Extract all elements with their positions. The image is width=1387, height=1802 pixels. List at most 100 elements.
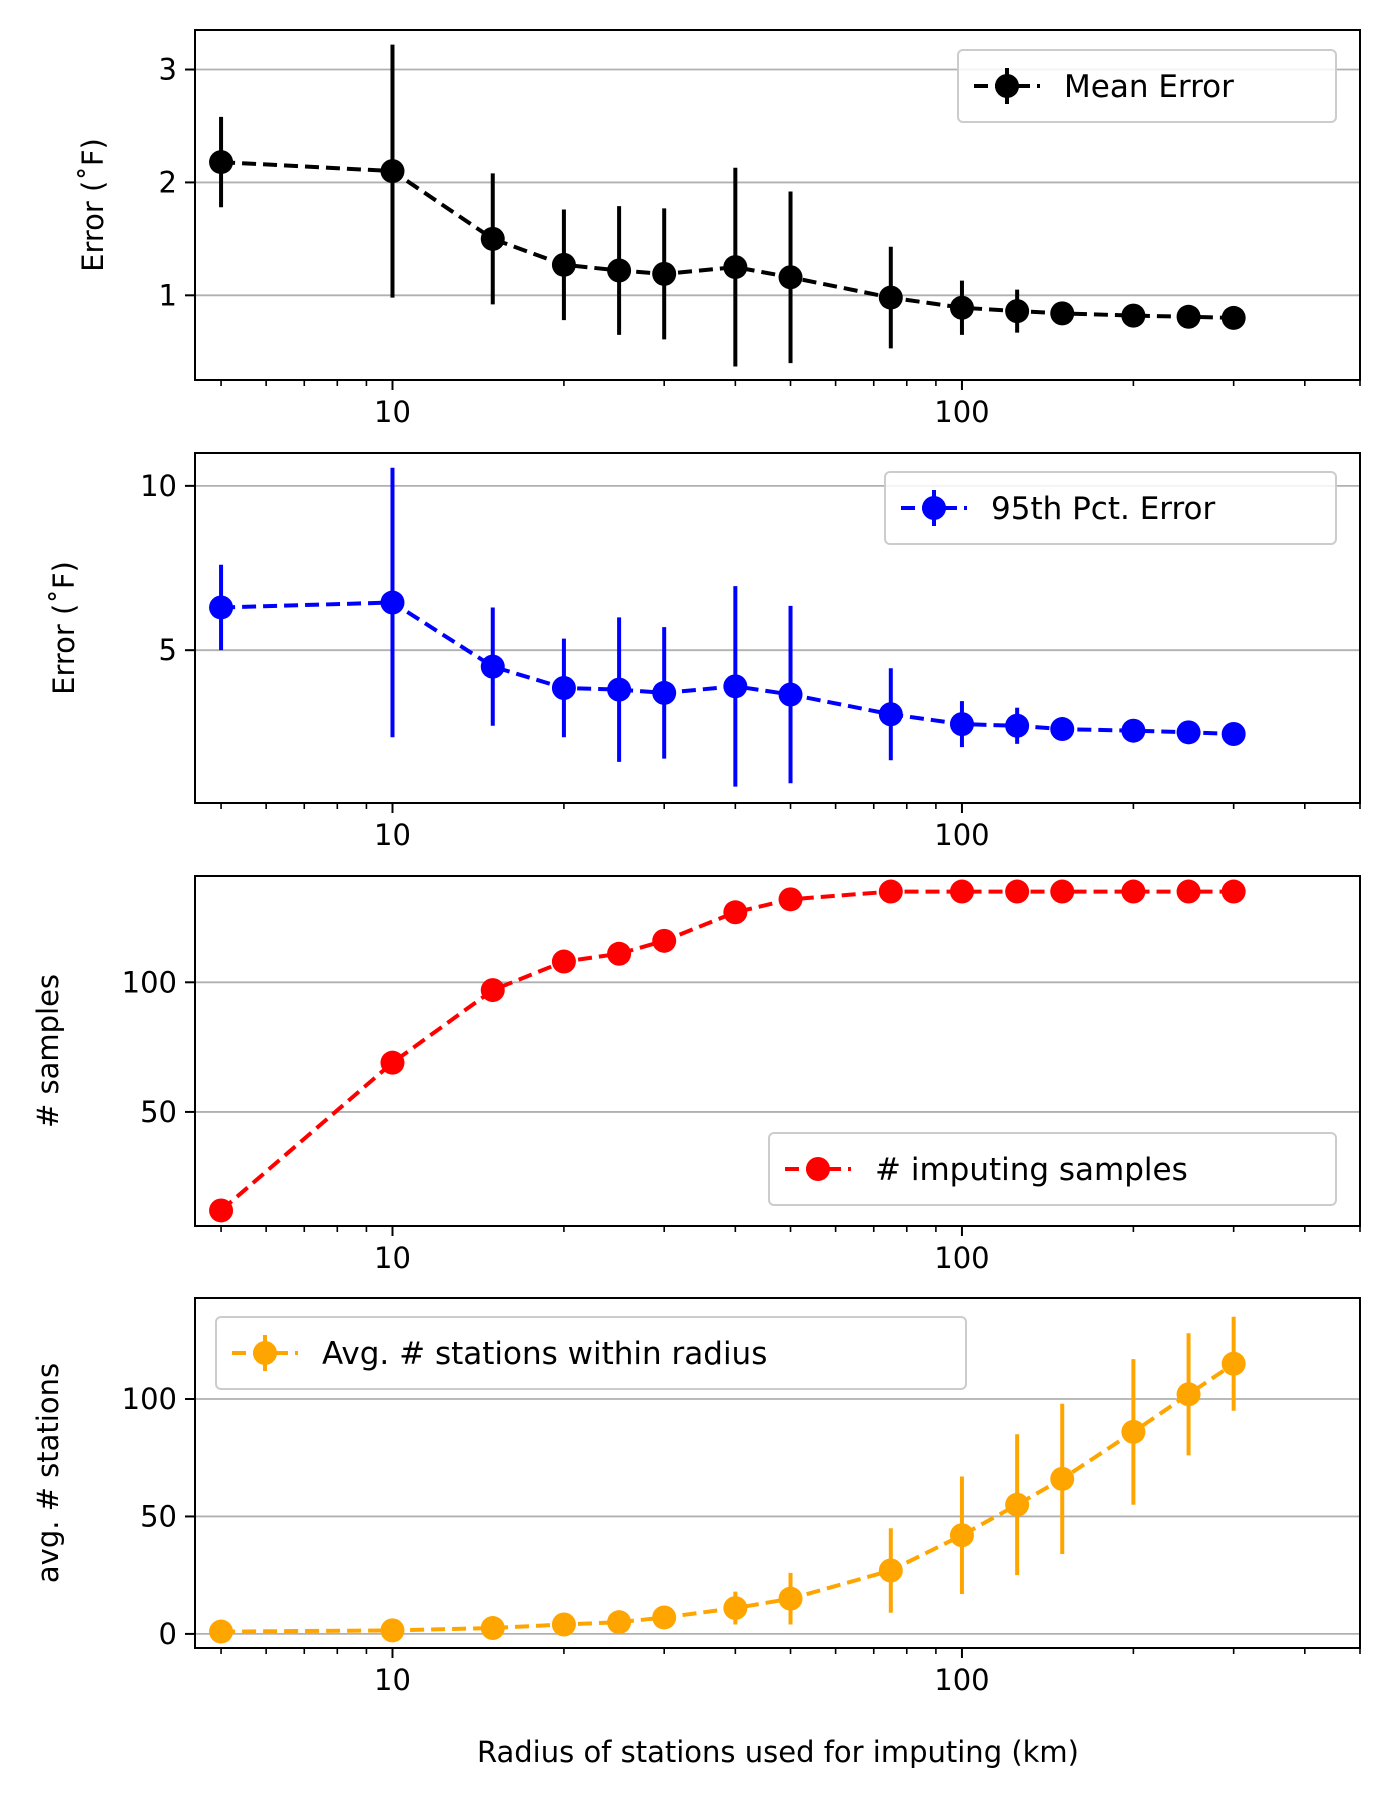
data-point xyxy=(1121,1419,1146,1444)
data-point xyxy=(1050,879,1075,904)
data-point xyxy=(1176,304,1201,329)
data-point xyxy=(723,1596,748,1621)
x-tick-label: 100 xyxy=(934,1663,989,1697)
data-point xyxy=(1176,879,1201,904)
data-point xyxy=(652,1605,677,1630)
legend-label: Avg. # stations within radius xyxy=(322,1336,767,1372)
legend-marker xyxy=(806,1157,830,1181)
legend-marker xyxy=(253,1341,277,1365)
data-point xyxy=(723,255,748,280)
data-point xyxy=(480,978,505,1003)
data-point xyxy=(778,682,803,707)
data-point xyxy=(209,595,234,620)
x-tick-label: 10 xyxy=(374,818,411,852)
data-point xyxy=(607,677,632,702)
data-point xyxy=(652,680,677,705)
data-point xyxy=(1176,720,1201,745)
data-point xyxy=(480,1616,505,1641)
y-tick-label: 10 xyxy=(140,469,177,503)
y-tick-label: 0 xyxy=(159,1617,177,1651)
data-point xyxy=(607,1610,632,1635)
data-point xyxy=(1005,299,1030,324)
x-tick-label: 10 xyxy=(374,395,411,429)
data-point xyxy=(607,941,632,966)
legend-frame xyxy=(215,1316,967,1390)
data-point xyxy=(1050,717,1075,742)
data-point xyxy=(607,258,632,283)
data-point xyxy=(652,928,677,953)
data-point xyxy=(380,159,405,184)
data-point xyxy=(551,949,576,974)
data-point xyxy=(551,252,576,277)
legend-marker xyxy=(922,496,946,520)
axes-frame xyxy=(194,29,1361,381)
y-axis-label: avg. # stations xyxy=(31,1363,65,1583)
data-point xyxy=(949,712,974,737)
data-point xyxy=(723,900,748,925)
data-point xyxy=(778,265,803,290)
legend-label: Mean Error xyxy=(1064,69,1234,105)
data-point xyxy=(209,150,234,175)
y-tick-label: 1 xyxy=(159,278,177,312)
y-tick-label: 3 xyxy=(159,53,177,87)
axes-frame xyxy=(194,875,1361,1227)
data-point xyxy=(1121,303,1146,328)
data-point xyxy=(949,295,974,320)
data-point xyxy=(778,1586,803,1611)
y-tick-label: 50 xyxy=(140,1499,177,1533)
x-tick-label: 100 xyxy=(934,1241,989,1275)
data-point xyxy=(1176,1382,1201,1407)
legend: Mean Error xyxy=(957,49,1337,123)
axes-frame xyxy=(194,1297,1361,1649)
data-point xyxy=(551,675,576,700)
data-point xyxy=(1221,879,1246,904)
data-point xyxy=(878,879,903,904)
x-axis-label: Radius of stations used for imputing (km… xyxy=(477,1735,1079,1769)
data-point xyxy=(551,1612,576,1637)
y-tick-label: 2 xyxy=(159,165,177,199)
y-tick-label: 50 xyxy=(140,1095,177,1129)
data-point xyxy=(209,1619,234,1644)
data-point xyxy=(878,702,903,727)
data-point xyxy=(1221,721,1246,746)
panel-3: 50 100 10 100 # samples # imputing samples xyxy=(31,875,1361,1275)
data-point xyxy=(480,654,505,679)
x-tick-label: 100 xyxy=(934,395,989,429)
data-point xyxy=(652,261,677,286)
legend-frame xyxy=(957,49,1337,123)
y-tick-label: 100 xyxy=(122,965,177,999)
legend-frame xyxy=(884,471,1337,545)
data-point xyxy=(1005,713,1030,738)
data-point xyxy=(1221,1351,1246,1376)
legend-frame xyxy=(768,1132,1337,1206)
data-point xyxy=(878,1558,903,1583)
data-point xyxy=(380,1618,405,1643)
data-point xyxy=(380,1050,405,1075)
panel-4: 0 50 100 10 100 avg. # stations Avg. # station… xyxy=(31,1297,1361,1697)
legend: # imputing samples xyxy=(768,1132,1337,1206)
data-point xyxy=(778,887,803,912)
data-point xyxy=(1050,1466,1075,1491)
y-tick-label: 5 xyxy=(159,633,177,667)
x-tick-label: 10 xyxy=(374,1663,411,1697)
data-point xyxy=(1221,305,1246,330)
data-point xyxy=(949,879,974,904)
data-point xyxy=(949,1523,974,1548)
data-point xyxy=(1005,1492,1030,1517)
data-point xyxy=(1121,879,1146,904)
y-tick-label: 100 xyxy=(122,1382,177,1416)
data-point xyxy=(380,590,405,615)
legend-label: # imputing samples xyxy=(875,1152,1188,1188)
legend-label: 95th Pct. Error xyxy=(991,491,1216,527)
data-point xyxy=(723,674,748,699)
data-point xyxy=(1121,718,1146,743)
y-axis-label: Error (˚F) xyxy=(47,561,81,695)
x-tick-label: 10 xyxy=(374,1241,411,1275)
data-point xyxy=(1050,301,1075,326)
y-axis-label: # samples xyxy=(31,974,65,1128)
data-point xyxy=(209,1198,234,1223)
panel-1: 1 2 3 10 100 Error (˚F) Mean Error xyxy=(76,29,1361,429)
x-tick-label: 100 xyxy=(934,818,989,852)
legend: 95th Pct. Error xyxy=(884,471,1337,545)
